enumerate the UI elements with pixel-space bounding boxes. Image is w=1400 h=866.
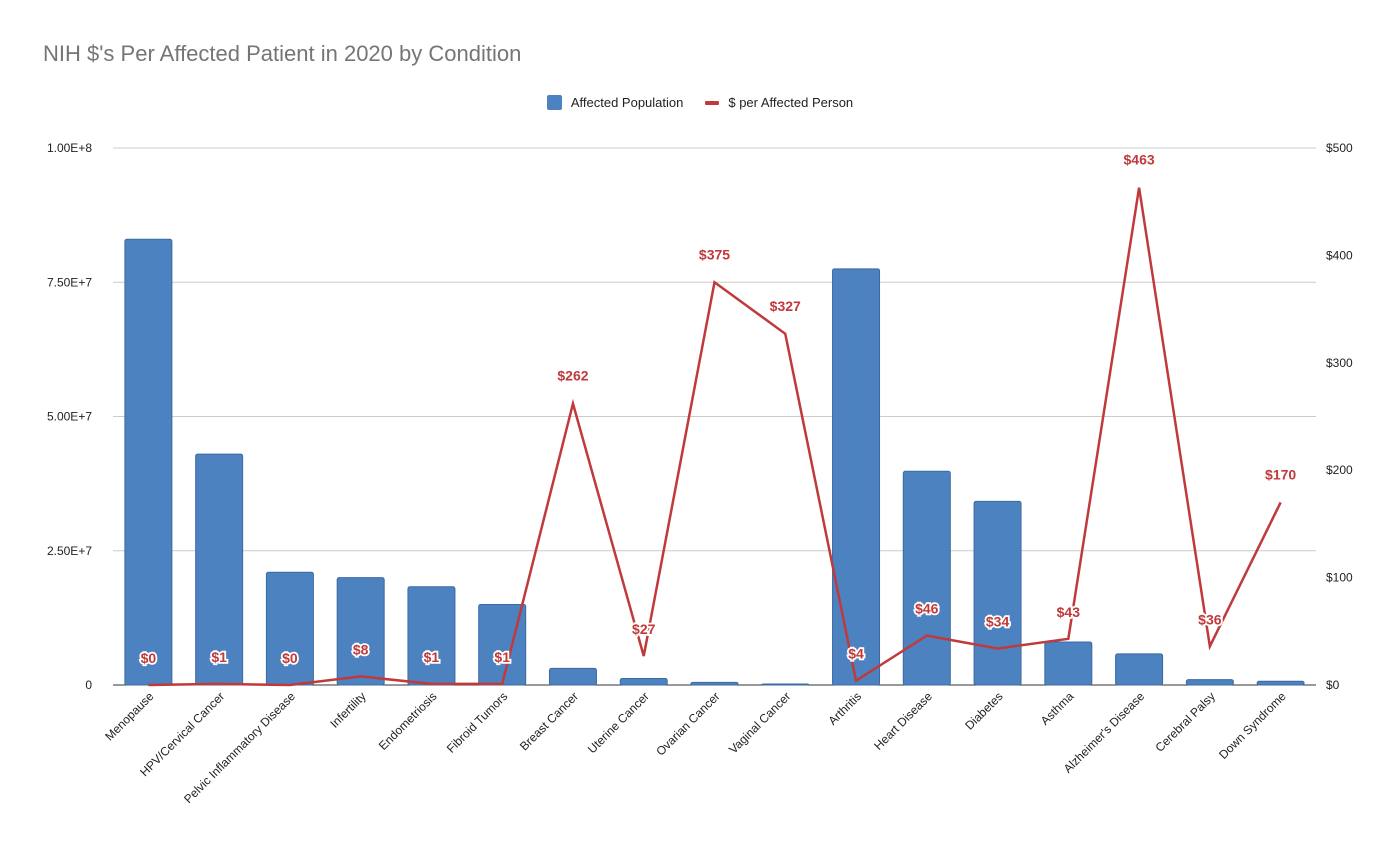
data-label: $4 — [848, 646, 864, 662]
x-tick-label: Infertility — [327, 689, 368, 730]
bar — [902, 470, 951, 686]
legend-item-dollars-per-person[interactable]: $ per Affected Person — [705, 95, 853, 110]
x-tick-label: Cerebral Palsy — [1152, 689, 1218, 755]
line-series: $0 $1 $0 $8 $1 $1 $262 $27 $375 $327 $4 $46 $34 $43 $4… — [139, 150, 1298, 687]
bar — [336, 577, 385, 686]
data-label: $1 — [494, 649, 510, 665]
x-tick-label: Down Syndrome — [1216, 689, 1289, 762]
y-left-tick-label: 1.00E+8 — [47, 141, 92, 155]
data-label: $8 — [353, 641, 369, 657]
bar — [832, 268, 881, 686]
y-right-tick-label: $500 — [1326, 141, 1353, 155]
bar — [761, 683, 810, 686]
data-label: $262 — [557, 368, 588, 384]
x-tick-label: Breast Cancer — [517, 689, 581, 753]
x-tick-label: Alzheimer's Disease — [1061, 689, 1148, 776]
legend-label-affected-population: Affected Population — [570, 95, 684, 110]
x-tick-label: Diabetes — [962, 689, 1005, 732]
legend-swatch-bar — [546, 95, 562, 110]
bar — [1044, 641, 1093, 686]
y-right-tick-label: $400 — [1326, 248, 1353, 262]
legend-item-affected-population[interactable]: Affected Population — [546, 95, 684, 110]
bar — [619, 678, 668, 686]
y-left-tick-label: 7.50E+7 — [47, 275, 92, 289]
data-label: $27 — [632, 621, 656, 637]
y-left-tick-label: 5.00E+7 — [47, 410, 92, 424]
bar — [407, 586, 456, 686]
y-right-tick-label: $100 — [1326, 571, 1353, 585]
x-tick-label: Asthma — [1038, 689, 1077, 728]
data-label: $46 — [915, 601, 939, 617]
chart-title: NIH $'s Per Affected Patient in 2020 by … — [43, 41, 522, 66]
data-label: $463 — [1124, 152, 1155, 168]
data-label: $0 — [282, 650, 298, 666]
x-tick-label: Uterine Cancer — [585, 689, 652, 756]
x-tick-label: Ovarian Cancer — [653, 689, 722, 758]
line-path — [148, 187, 1282, 687]
data-label: $36 — [1198, 611, 1222, 627]
bar — [1256, 680, 1305, 686]
bar — [690, 681, 739, 686]
data-label: $375 — [699, 246, 730, 262]
x-tick-label: Fibroid Tumors — [444, 689, 510, 755]
bar — [124, 238, 173, 686]
bar — [265, 571, 314, 686]
x-tick-label: Endometriosis — [376, 689, 440, 753]
y-right-tick-label: $200 — [1326, 463, 1353, 477]
x-tick-label: Heart Disease — [871, 689, 935, 753]
x-tick-label: Vaginal Cancer — [726, 689, 793, 756]
y-left-tick-label: 0 — [85, 678, 92, 692]
bar — [973, 500, 1022, 686]
bar — [1115, 653, 1164, 686]
data-label: $43 — [1057, 604, 1081, 620]
bar-series — [124, 238, 1305, 686]
bar — [1185, 679, 1234, 686]
legend-swatch-line — [705, 100, 720, 105]
y-left-tick-label: 2.50E+7 — [47, 544, 92, 558]
bar — [548, 667, 597, 686]
x-tick-label: Menopause — [102, 689, 156, 743]
data-label: $1 — [424, 649, 440, 665]
data-label: $1 — [211, 649, 227, 665]
legend: Affected Population $ per Affected Perso… — [0, 95, 1400, 110]
y-right-tick-label: $0 — [1326, 678, 1340, 692]
data-label: $170 — [1265, 466, 1296, 482]
legend-label-dollars-per-person: $ per Affected Person — [728, 95, 854, 110]
data-label: $327 — [770, 298, 801, 314]
data-label: $0 — [141, 650, 157, 666]
data-label: $34 — [986, 613, 1010, 629]
y-right-tick-label: $300 — [1326, 356, 1353, 370]
x-tick-label: Arthritis — [825, 689, 864, 728]
